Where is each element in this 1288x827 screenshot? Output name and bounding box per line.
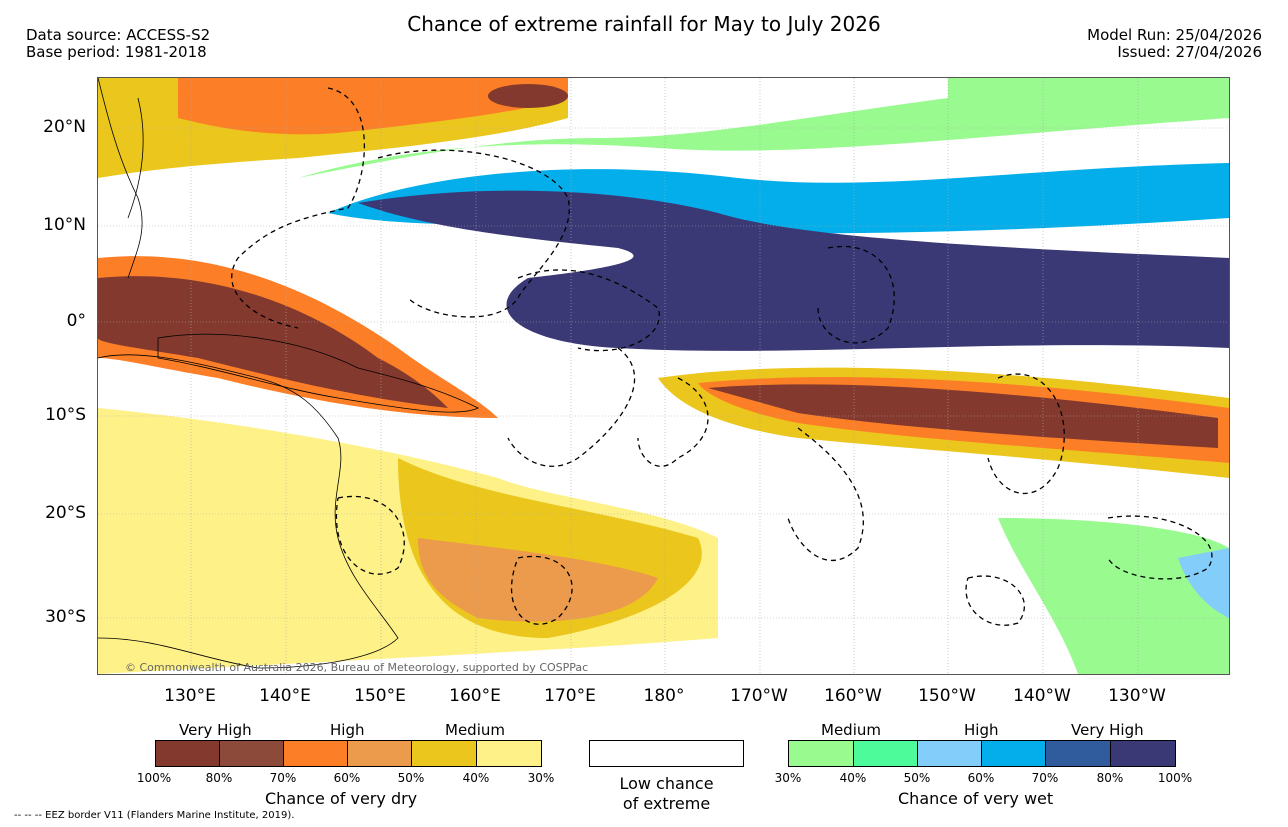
- lat-label-20s: 20°S: [45, 503, 86, 523]
- wet-region-equatorial-very-high: [358, 190, 1229, 351]
- lon-label-140e: 140°E: [259, 686, 311, 706]
- wet-pct-60: 60%: [967, 771, 995, 785]
- low-chance-caption: Low chance of extreme: [589, 774, 744, 814]
- wet-pct-50: 50%: [903, 771, 931, 785]
- low-chance-line1: Low chance: [619, 774, 714, 793]
- lat-label-20n: 20°N: [43, 117, 86, 137]
- lon-label-150e: 150°E: [354, 686, 406, 706]
- dry-region-north-core: [178, 78, 568, 135]
- dry-swatch-30-40: [476, 740, 542, 767]
- low-chance-swatch: [589, 740, 744, 767]
- dry-region-tasman-high: [418, 538, 658, 622]
- wet-swatch-50-60: [917, 740, 982, 767]
- wet-region-southeast-high: [1178, 548, 1229, 618]
- wet-swatch-60-70: [981, 740, 1046, 767]
- wet-pct-30: 30%: [774, 771, 802, 785]
- dry-pct-40: 40%: [462, 771, 490, 785]
- data-source: Data source: ACCESS-S2: [26, 26, 211, 44]
- chart-title: Chance of extreme rainfall for May to Ju…: [407, 12, 881, 36]
- dry-pct-70: 70%: [269, 771, 297, 785]
- lon-label-160e: 160°E: [449, 686, 501, 706]
- data-source-block: Data source: ACCESS-S2 Base period: 1981…: [26, 27, 210, 61]
- dry-pct-50: 50%: [397, 771, 425, 785]
- lon-label-130e: 130°E: [164, 686, 216, 706]
- wet-level-medium: Medium: [821, 721, 881, 739]
- wet-caption: Chance of very wet: [898, 789, 1054, 808]
- lat-label-0: 0°: [66, 311, 86, 331]
- wet-pct-80: 80%: [1096, 771, 1124, 785]
- base-period: Base period: 1981-2018: [26, 43, 207, 61]
- dry-region-png-very-high: [98, 276, 448, 408]
- wet-region-southeast-medium: [998, 518, 1229, 674]
- dry-swatch-60-70: [283, 740, 348, 767]
- wet-swatch-70-80: [1045, 740, 1111, 767]
- lat-label-30s: 30°S: [45, 607, 86, 627]
- rainfall-map: © Commonwealth of Australia 2026, Bureau…: [97, 77, 1230, 675]
- issued-date: Issued: 27/04/2026: [1117, 43, 1262, 61]
- lon-label-140w: 140°W: [1013, 686, 1071, 706]
- coastlines: [97, 77, 479, 669]
- lon-label-160w: 160°W: [824, 686, 882, 706]
- wet-level-high: High: [964, 721, 999, 739]
- wet-swatch-80-100: [1110, 740, 1176, 767]
- dry-pct-30: 30%: [527, 771, 555, 785]
- wet-region-north-medium: [298, 78, 1229, 178]
- dry-swatch-80-100: [155, 740, 220, 767]
- dry-pct-60: 60%: [333, 771, 361, 785]
- model-run: Model Run: 25/04/2026: [1087, 26, 1262, 44]
- low-chance-line2: of extreme: [622, 794, 711, 813]
- lon-label-170w: 170°W: [730, 686, 788, 706]
- dry-caption: Chance of very dry: [265, 789, 418, 808]
- lon-label-150w: 150°W: [918, 686, 976, 706]
- dry-swatch-40-50: [411, 740, 477, 767]
- wet-swatch-40-50: [853, 740, 918, 767]
- map-copyright: © Commonwealth of Australia 2026, Bureau…: [125, 661, 589, 674]
- dry-level-high: High: [330, 721, 365, 739]
- dry-pct-100: 100%: [136, 771, 172, 785]
- graticule: [98, 78, 1229, 674]
- lat-label-10n: 10°N: [43, 215, 86, 235]
- dry-pct-80: 80%: [205, 771, 233, 785]
- dry-swatch-50-60: [347, 740, 412, 767]
- eez-borders: [231, 87, 1213, 626]
- wet-swatch-30-40: [788, 740, 854, 767]
- dry-level-very-high: Very High: [179, 721, 252, 739]
- wet-pct-70: 70%: [1031, 771, 1059, 785]
- lon-label-180: 180°: [643, 686, 685, 706]
- wet-pct-100: 100%: [1157, 771, 1193, 785]
- lon-label-170e: 170°E: [544, 686, 596, 706]
- map-canvas: [97, 77, 1229, 674]
- model-run-block: Model Run: 25/04/2026 Issued: 27/04/2026: [1087, 27, 1262, 61]
- eez-footnote: -- -- -- EEZ border V11 (Flanders Marine…: [14, 810, 295, 821]
- wet-level-very-high: Very High: [1071, 721, 1144, 739]
- lat-label-10s: 10°S: [45, 405, 86, 425]
- dry-swatch-70-80: [219, 740, 284, 767]
- lon-label-130w: 130°W: [1108, 686, 1166, 706]
- dry-level-medium: Medium: [445, 721, 505, 739]
- dry-region-north-peak: [488, 84, 568, 108]
- wet-pct-40: 40%: [839, 771, 867, 785]
